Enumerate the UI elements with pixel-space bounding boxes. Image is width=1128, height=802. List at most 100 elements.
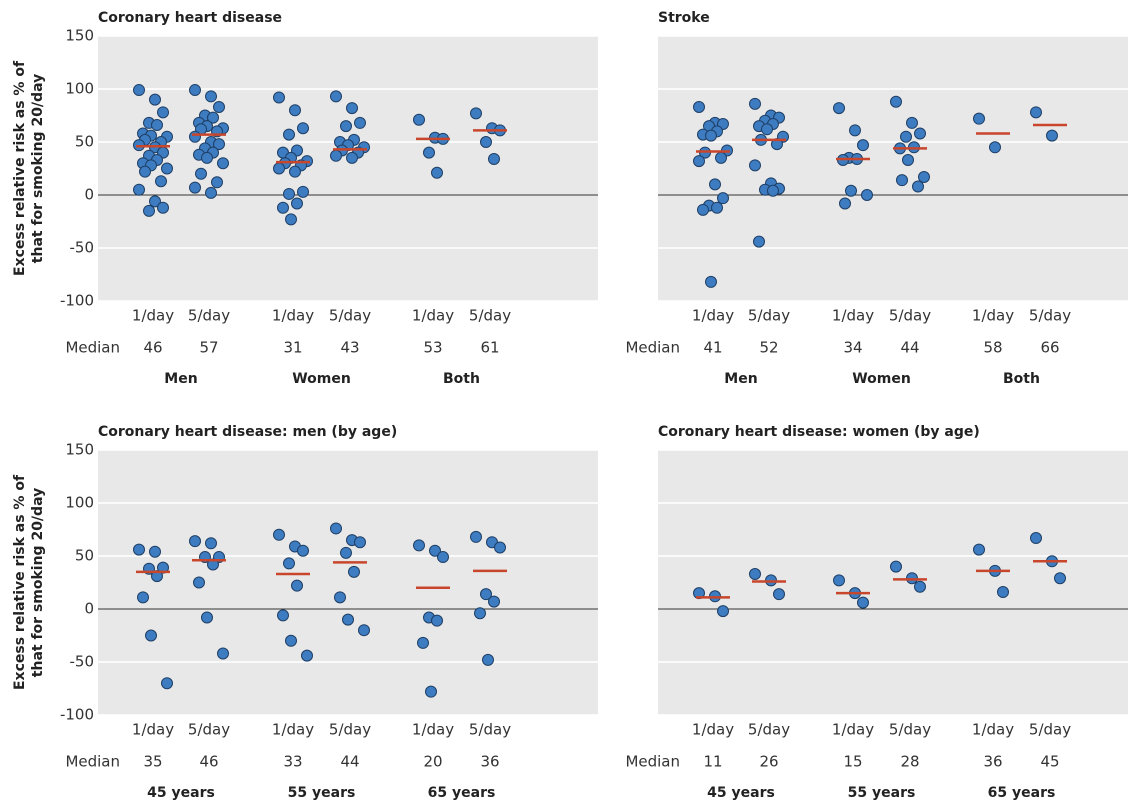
median-value: 34 (843, 339, 862, 357)
column-label: 1/day (412, 307, 454, 325)
data-point (857, 139, 869, 152)
median-value: 43 (340, 339, 359, 357)
data-point (285, 634, 297, 647)
median-value: 46 (199, 753, 218, 771)
column-label: 1/day (132, 307, 174, 325)
y-axis-label: Excess relative risk as % of (12, 60, 28, 276)
column-label: 5/day (469, 721, 511, 739)
data-point (201, 151, 213, 164)
median-value: 46 (143, 339, 162, 357)
data-point (283, 557, 295, 570)
column-label: 5/day (1029, 307, 1071, 325)
data-point (480, 136, 492, 148)
data-point (151, 570, 163, 583)
y-tick-label: 150 (65, 441, 94, 459)
data-point (149, 545, 161, 558)
data-point (437, 551, 449, 564)
median-value: 66 (1040, 339, 1059, 357)
data-point (1046, 129, 1058, 142)
data-point (277, 609, 289, 622)
data-point (771, 138, 783, 151)
data-point (211, 176, 223, 189)
column-label: 1/day (832, 307, 874, 325)
y-tick-label: 0 (84, 600, 94, 618)
data-point (488, 152, 500, 165)
data-point (273, 528, 285, 541)
data-point (291, 197, 303, 210)
data-point (151, 119, 163, 132)
column-label: 1/day (132, 721, 174, 739)
median-label: Median (65, 753, 120, 771)
data-point (693, 101, 705, 114)
median-value: 53 (423, 339, 442, 357)
data-point (340, 120, 352, 133)
group-label: Both (443, 371, 480, 387)
data-point (482, 653, 494, 666)
data-point (1030, 106, 1042, 119)
median-value: 44 (900, 339, 919, 357)
data-point (217, 647, 229, 660)
median-label: Median (65, 339, 120, 357)
data-point (717, 605, 729, 618)
data-point (912, 180, 924, 193)
data-point (773, 588, 785, 601)
panel-title: Coronary heart disease (98, 10, 282, 26)
data-point (205, 186, 217, 199)
data-point (189, 130, 201, 143)
data-point (213, 138, 225, 151)
group-label: Both (1003, 371, 1040, 387)
data-point (715, 151, 727, 164)
median-label: Median (625, 753, 680, 771)
y-axis-label: that for smoking 20/day (30, 488, 46, 677)
data-point (1030, 531, 1042, 544)
data-point (155, 175, 167, 188)
column-label: 1/day (272, 307, 314, 325)
data-point (330, 90, 342, 103)
data-point (1054, 572, 1066, 585)
column-label: 5/day (889, 307, 931, 325)
column-label: 1/day (272, 721, 314, 739)
data-point (189, 84, 201, 97)
data-point (149, 195, 161, 208)
data-point (297, 185, 309, 198)
data-point (705, 129, 717, 142)
data-point (431, 614, 443, 627)
group-label: 45 years (147, 785, 215, 801)
median-value: 45 (1040, 753, 1059, 771)
column-label: 5/day (188, 721, 230, 739)
data-point (291, 579, 303, 592)
data-point (193, 576, 205, 589)
data-point (749, 159, 761, 172)
column-label: 5/day (329, 307, 371, 325)
median-value: 57 (199, 339, 218, 357)
data-point (330, 149, 342, 162)
data-point (902, 154, 914, 167)
column-label: 5/day (748, 721, 790, 739)
data-point (997, 586, 1009, 599)
median-value: 61 (480, 339, 499, 357)
data-point (705, 275, 717, 288)
median-value: 58 (983, 339, 1002, 357)
y-axis-label: that for smoking 20/day (30, 74, 46, 263)
y-axis-label: Excess relative risk as % of (12, 474, 28, 690)
data-point (273, 91, 285, 104)
median-value: 36 (480, 753, 499, 771)
y-tick-label: -50 (70, 239, 95, 257)
data-point (896, 174, 908, 187)
y-tick-label: 100 (65, 80, 94, 98)
data-point (285, 213, 297, 226)
data-point (133, 183, 145, 196)
column-label: 5/day (748, 307, 790, 325)
group-label: Men (164, 371, 197, 387)
median-value: 31 (283, 339, 302, 357)
data-point (417, 636, 429, 649)
column-label: 1/day (832, 721, 874, 739)
data-point (161, 677, 173, 690)
data-point (900, 130, 912, 143)
column-label: 1/day (972, 307, 1014, 325)
data-point (139, 165, 151, 178)
y-tick-label: -100 (60, 706, 94, 724)
data-point (273, 162, 285, 175)
data-point (973, 112, 985, 125)
